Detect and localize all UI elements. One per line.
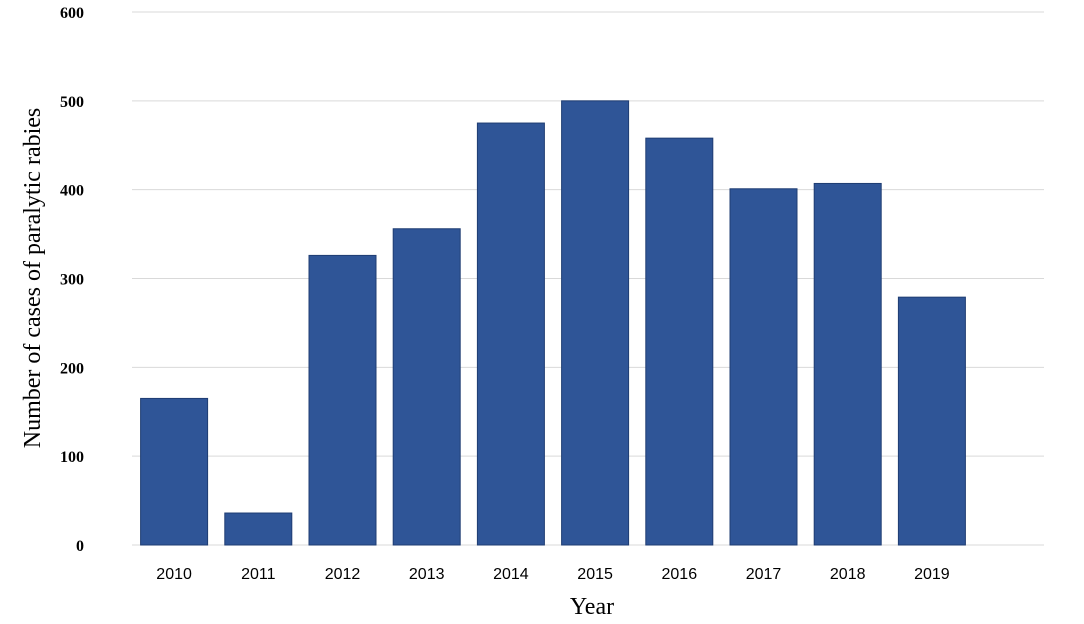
bar-2014 (476, 122, 545, 546)
x-tick-label: 2019 (914, 566, 950, 583)
bars (140, 100, 966, 546)
x-tick-label: 2017 (746, 566, 782, 583)
bar-2013 (392, 228, 461, 546)
y-axis-ticks: 0 100 200 300 400 500 600 (60, 5, 84, 555)
x-axis-label: Year (570, 594, 614, 620)
bar-2012 (308, 254, 377, 546)
x-tick-label: 2015 (577, 566, 613, 583)
y-tick-label: 200 (60, 360, 84, 377)
y-axis-label: Number of cases of paralytic rabies (20, 108, 46, 449)
bar-2015 (561, 100, 630, 546)
y-tick-label: 500 (60, 94, 84, 111)
y-tick-label: 300 (60, 272, 84, 289)
x-tick-label: 2010 (156, 566, 192, 583)
bar-2016 (645, 137, 714, 546)
x-tick-label: 2012 (325, 566, 361, 583)
bar-2017 (729, 188, 798, 546)
x-tick-label: 2018 (830, 566, 866, 583)
y-tick-label: 400 (60, 183, 84, 200)
bar-2010 (140, 397, 209, 546)
x-tick-label: 2016 (662, 566, 698, 583)
x-axis-ticks: 2010 2011 2012 2013 2014 2015 2016 2017 2018 2019 (156, 566, 949, 583)
bar-2019 (897, 296, 966, 546)
bar-2011 (224, 512, 293, 546)
y-tick-label: 600 (60, 5, 84, 22)
x-tick-label: 2014 (493, 566, 529, 583)
x-tick-label: 2011 (241, 566, 276, 583)
y-tick-label: 0 (76, 538, 84, 555)
bar-2018 (813, 182, 882, 546)
y-tick-label: 100 (60, 449, 84, 466)
x-tick-label: 2013 (409, 566, 445, 583)
